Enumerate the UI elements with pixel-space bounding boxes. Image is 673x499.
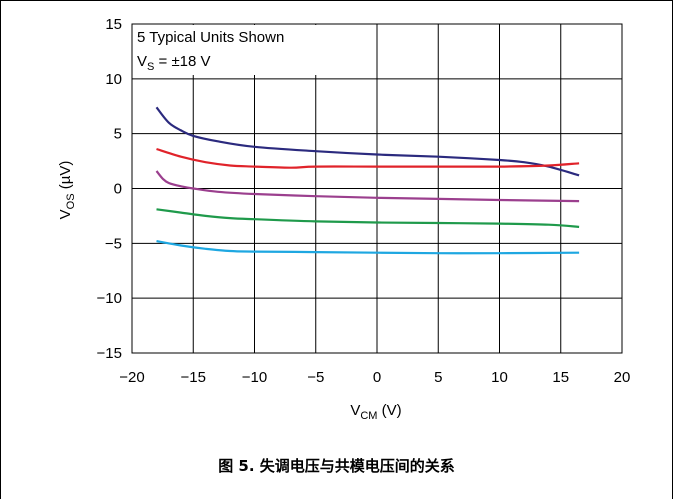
y-tick-label: −15 bbox=[97, 345, 122, 362]
annotation-line-1: 5 Typical Units Shown bbox=[137, 29, 284, 46]
y-tick-label: 0 bbox=[114, 181, 122, 198]
x-label-main: V bbox=[350, 402, 360, 419]
x-label-sub: CM bbox=[360, 410, 377, 422]
grid bbox=[132, 24, 622, 353]
series-group bbox=[155, 106, 580, 255]
y-tick-label: −10 bbox=[97, 290, 122, 307]
annotation-vs-value: = ±18 V bbox=[154, 53, 210, 70]
x-tick-label: −20 bbox=[119, 369, 144, 386]
series-line-5 bbox=[156, 240, 580, 255]
x-tick-label: 0 bbox=[373, 369, 381, 386]
y-axis-label: VOS (µV) bbox=[57, 161, 77, 220]
series-line-2 bbox=[156, 147, 580, 169]
y-tick-label: −5 bbox=[105, 235, 122, 252]
x-tick-label: 5 bbox=[434, 369, 442, 386]
x-tick-label: −15 bbox=[181, 369, 206, 386]
vos-vs-vcm-chart: −20 −15 −10 −5 0 5 10 15 20 −15 −10 −5 0 5 10 15 5 Typ… bbox=[57, 16, 630, 422]
series-line-1 bbox=[155, 106, 580, 177]
figure-caption: 图 5. 失调电压与共模电压间的关系 bbox=[218, 457, 455, 475]
series-line-3 bbox=[155, 170, 580, 203]
x-tick-label: 15 bbox=[552, 369, 569, 386]
y-label-tail: (µV) bbox=[57, 161, 74, 194]
x-tick-label: −5 bbox=[307, 369, 324, 386]
x-label-tail: (V) bbox=[377, 402, 401, 419]
y-label-sub: OS bbox=[65, 193, 77, 209]
y-label-main: V bbox=[57, 209, 74, 219]
x-tick-label: 10 bbox=[491, 369, 508, 386]
annotation-vs-sub: S bbox=[147, 61, 154, 73]
x-tick-labels: −20 −15 −10 −5 0 5 10 15 20 bbox=[119, 369, 630, 386]
y-tick-label: 15 bbox=[105, 16, 122, 33]
x-axis-label: VCM (V) bbox=[350, 402, 401, 422]
y-tick-label: 10 bbox=[105, 71, 122, 88]
x-tick-label: −10 bbox=[242, 369, 267, 386]
y-tick-labels: −15 −10 −5 0 5 10 15 bbox=[97, 16, 122, 362]
y-tick-label: 5 bbox=[114, 126, 122, 143]
series-line-4 bbox=[156, 208, 580, 228]
plot-area bbox=[131, 23, 623, 354]
x-tick-label: 20 bbox=[614, 369, 631, 386]
annotation-vs-main: V bbox=[137, 53, 147, 70]
annotation-box bbox=[133, 25, 325, 75]
annotation-line-2: VS = ±18 V bbox=[137, 53, 211, 73]
